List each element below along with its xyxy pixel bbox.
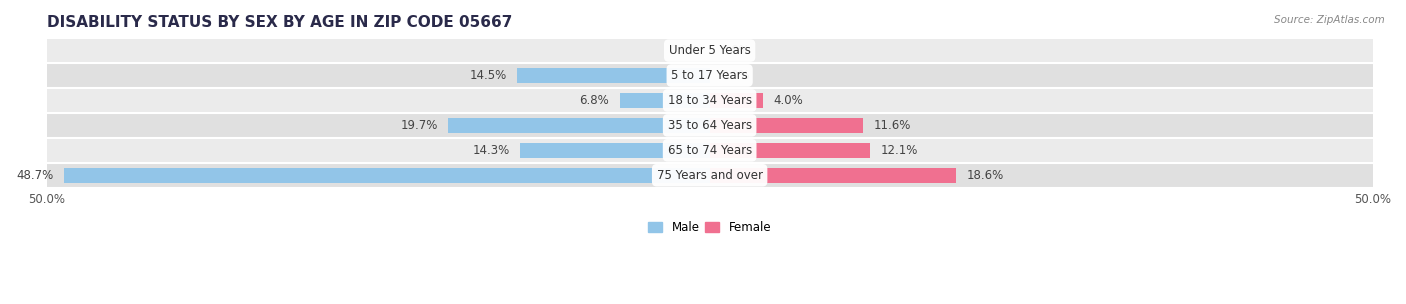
Bar [46,163,1372,188]
Text: Under 5 Years: Under 5 Years [669,44,751,57]
Text: 75 Years and over: 75 Years and over [657,169,762,182]
Bar [65,168,710,183]
Text: 0.0%: 0.0% [720,69,749,82]
Text: 11.6%: 11.6% [875,119,911,132]
Text: 5 to 17 Years: 5 to 17 Years [671,69,748,82]
Bar [710,168,956,183]
Text: 18.6%: 18.6% [967,169,1004,182]
Text: 19.7%: 19.7% [401,119,437,132]
Text: 0.0%: 0.0% [669,44,699,57]
Bar [46,138,1372,163]
Text: 4.0%: 4.0% [773,94,803,107]
Legend: Male, Female: Male, Female [643,216,776,239]
Text: DISABILITY STATUS BY SEX BY AGE IN ZIP CODE 05667: DISABILITY STATUS BY SEX BY AGE IN ZIP C… [46,15,512,30]
Bar [46,38,1372,63]
Bar [710,118,863,133]
Bar [620,93,710,108]
Bar [520,143,710,158]
Bar [710,93,762,108]
Bar [517,68,710,83]
Bar [710,143,870,158]
Bar [46,88,1372,113]
Bar [46,113,1372,138]
Text: 0.0%: 0.0% [720,44,749,57]
Text: 48.7%: 48.7% [17,169,53,182]
Text: 18 to 34 Years: 18 to 34 Years [668,94,752,107]
Text: 35 to 64 Years: 35 to 64 Years [668,119,752,132]
Text: 6.8%: 6.8% [579,94,609,107]
Text: 12.1%: 12.1% [880,144,918,157]
Text: 14.3%: 14.3% [472,144,509,157]
Text: Source: ZipAtlas.com: Source: ZipAtlas.com [1274,15,1385,25]
Bar [46,63,1372,88]
Text: 14.5%: 14.5% [470,69,506,82]
Bar [449,118,710,133]
Text: 65 to 74 Years: 65 to 74 Years [668,144,752,157]
